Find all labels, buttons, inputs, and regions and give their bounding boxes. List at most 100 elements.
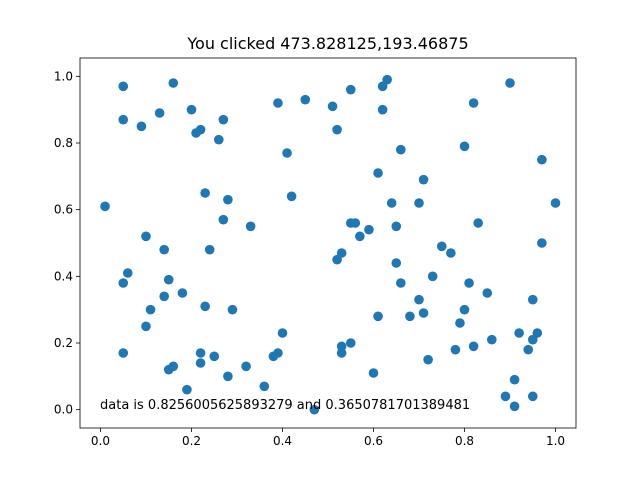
data-point <box>332 124 342 135</box>
data-point <box>136 121 147 132</box>
x-tick-label: 0.6 <box>364 434 383 448</box>
data-point <box>141 321 151 332</box>
data-point <box>218 214 229 225</box>
data-point <box>141 231 151 242</box>
data-point <box>273 348 283 358</box>
y-tick-label: 0.4 <box>54 269 73 283</box>
data-point <box>118 278 129 288</box>
data-point <box>282 148 292 158</box>
data-point <box>186 104 197 115</box>
data-point <box>100 201 110 212</box>
data-point <box>509 374 520 385</box>
data-point <box>450 344 461 355</box>
data-point <box>505 78 515 88</box>
data-point <box>213 134 224 145</box>
data-point <box>391 221 402 232</box>
x-tick-label: 0.2 <box>182 434 201 448</box>
data-point <box>273 98 283 108</box>
data-point <box>523 344 534 355</box>
data-point <box>168 361 179 372</box>
data-point <box>336 341 347 352</box>
x-tick-label: 1.0 <box>546 434 565 448</box>
data-point <box>177 288 188 298</box>
data-point <box>259 381 270 392</box>
data-point <box>154 108 165 118</box>
data-point <box>145 304 156 315</box>
data-point <box>195 348 206 358</box>
data-point <box>118 114 129 125</box>
data-point <box>218 114 229 125</box>
data-point <box>377 104 388 115</box>
data-point <box>509 401 520 412</box>
data-point <box>427 271 438 282</box>
data-point <box>405 311 415 322</box>
y-tick-label: 0.6 <box>54 203 73 217</box>
data-point <box>368 368 379 378</box>
data-point <box>373 168 383 178</box>
data-point <box>227 304 238 315</box>
data-point <box>468 341 479 352</box>
data-point <box>391 258 402 268</box>
axes-frame <box>79 57 577 429</box>
data-point <box>532 328 543 338</box>
data-point <box>514 328 524 338</box>
data-point <box>455 318 465 328</box>
data-point <box>527 294 538 305</box>
data-point <box>355 231 365 242</box>
data-point <box>423 354 433 365</box>
data-point <box>223 371 233 382</box>
data-point <box>195 124 206 135</box>
data-point <box>482 288 493 298</box>
data-point <box>245 221 256 232</box>
data-point <box>336 348 347 358</box>
y-tick-label: 0.8 <box>54 136 73 150</box>
data-point <box>373 311 383 322</box>
y-axis-ticks: 0.0 0.2 0.4 0.6 0.8 1.0 <box>54 69 80 417</box>
data-point <box>223 194 233 205</box>
data-point <box>500 391 511 402</box>
data-point <box>364 224 374 235</box>
data-point <box>537 154 547 165</box>
x-axis-ticks: 0.0 0.2 0.4 0.6 0.8 1.0 <box>91 428 565 448</box>
y-tick-label: 1.0 <box>54 69 73 83</box>
y-tick-label: 0.2 <box>54 336 73 350</box>
data-point <box>277 328 288 338</box>
data-point <box>418 308 429 318</box>
data-point <box>300 94 311 105</box>
data-point <box>345 84 356 95</box>
data-point <box>209 351 220 362</box>
data-point <box>418 174 429 185</box>
data-point <box>309 404 320 415</box>
data-point <box>459 304 470 315</box>
data-points <box>100 74 561 415</box>
data-point <box>473 218 483 228</box>
data-point <box>182 384 192 395</box>
data-point <box>327 101 338 112</box>
x-tick-label: 0.8 <box>455 434 474 448</box>
data-point <box>350 218 361 228</box>
data-point <box>414 294 424 305</box>
data-point <box>241 361 251 372</box>
data-point <box>159 291 169 302</box>
data-point <box>527 391 538 402</box>
data-point <box>200 188 210 198</box>
data-point <box>487 334 497 345</box>
y-tick-label: 0.0 <box>54 403 73 417</box>
data-point <box>537 238 547 248</box>
data-point <box>286 191 297 202</box>
data-point <box>122 268 133 278</box>
data-point <box>345 338 356 348</box>
data-point <box>446 248 456 258</box>
data-point <box>336 248 347 258</box>
data-point <box>204 244 215 255</box>
data-point <box>414 198 424 208</box>
data-point <box>386 198 397 208</box>
x-tick-label: 0.0 <box>91 434 110 448</box>
data-point <box>459 141 470 152</box>
data-point <box>464 278 474 288</box>
data-point <box>195 358 206 368</box>
data-point <box>168 78 179 88</box>
data-point <box>118 81 129 92</box>
